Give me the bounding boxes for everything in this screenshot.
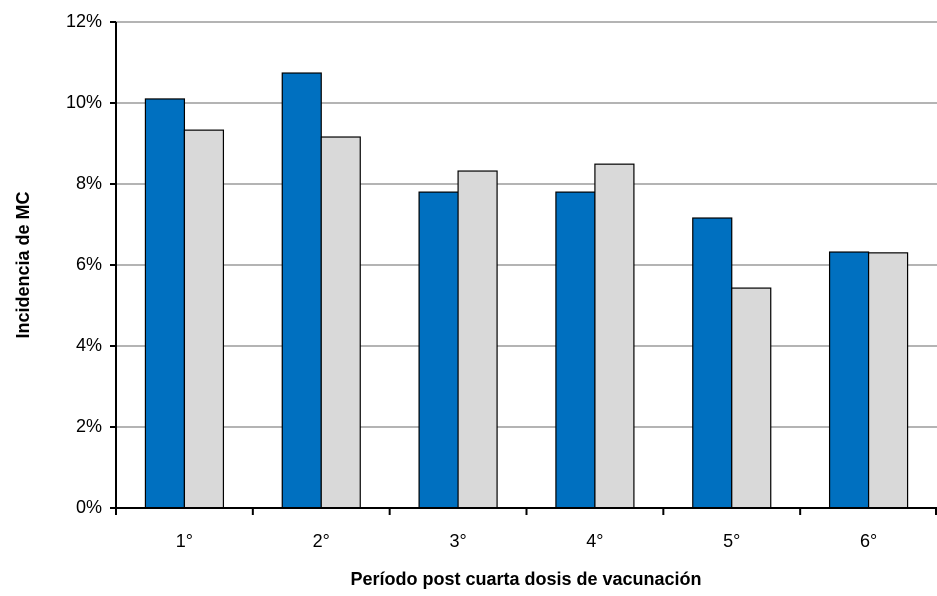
bar xyxy=(144,98,186,509)
y-tick-label: 10% xyxy=(66,92,102,112)
bar xyxy=(281,72,322,509)
x-axis-title: Período post cuarta dosis de vacunación xyxy=(350,569,701,589)
y-axis-title: Incidencia de MC xyxy=(13,191,33,338)
bar xyxy=(867,252,909,509)
bar xyxy=(828,251,870,509)
bar xyxy=(457,170,498,509)
bar xyxy=(594,163,635,509)
x-tick-label: 1° xyxy=(176,531,193,551)
x-tick-label: 2° xyxy=(313,531,330,551)
y-tick-label: 12% xyxy=(66,11,102,31)
bar xyxy=(418,191,459,509)
y-tick-label: 0% xyxy=(76,497,102,517)
bar xyxy=(692,217,733,509)
x-tick-label: 3° xyxy=(449,531,466,551)
bar xyxy=(731,287,772,509)
bar xyxy=(320,136,361,509)
y-tick-label: 2% xyxy=(76,416,102,436)
x-tick-label: 6° xyxy=(860,531,877,551)
y-tick-label: 8% xyxy=(76,173,102,193)
x-tick-label: 4° xyxy=(586,531,603,551)
bar xyxy=(555,191,596,509)
y-tick-label: 4% xyxy=(76,335,102,355)
bar xyxy=(183,129,225,509)
x-tick-label: 5° xyxy=(723,531,740,551)
y-tick-label: 6% xyxy=(76,254,102,274)
